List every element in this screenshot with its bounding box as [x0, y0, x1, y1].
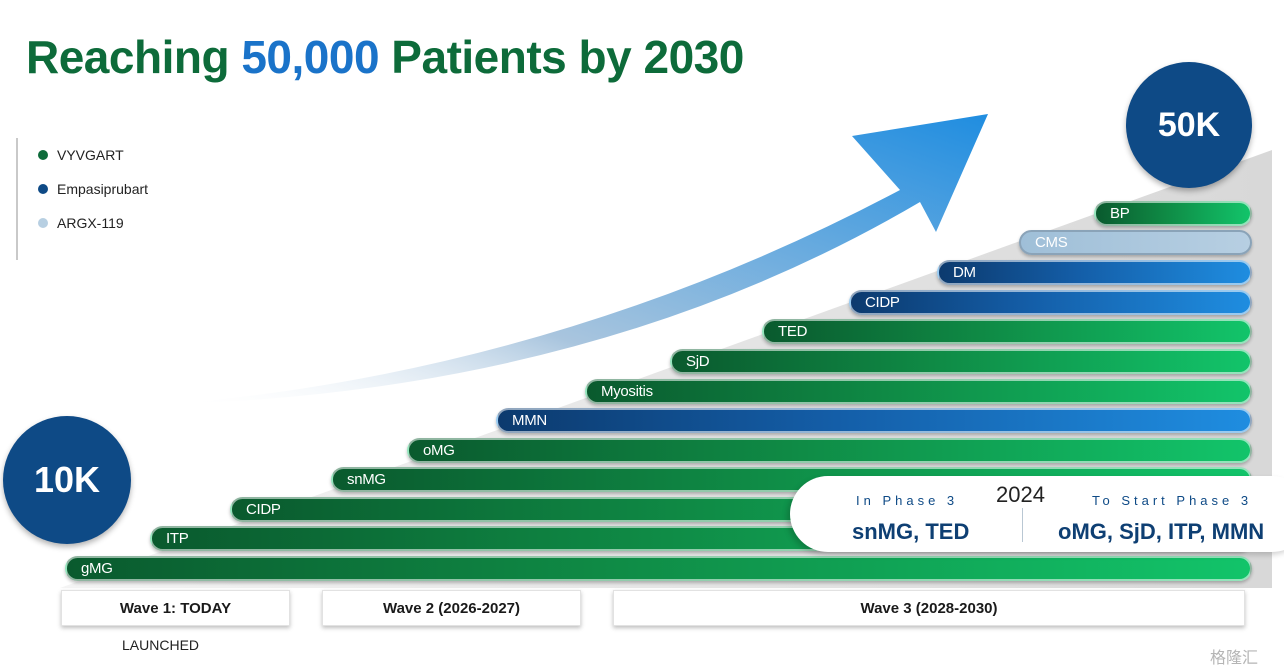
phase3-callout: 2024 In Phase 3 snMG, TED To Start Phase…	[790, 476, 1284, 552]
callout-divider	[1022, 508, 1023, 542]
bar-myositis: Myositis	[585, 379, 1252, 404]
wave-3-label: Wave 3 (2028-2030)	[860, 599, 998, 617]
callout-year: 2024	[996, 482, 1045, 507]
bar-omg: oMG	[407, 438, 1252, 463]
legend-item-vyvgart: VYVGART	[38, 138, 148, 172]
bar-gmg: gMG	[65, 556, 1252, 581]
legend-item-argx-119: ARGX-119	[38, 206, 148, 240]
wave-2-label: Wave 2 (2026-2027)	[382, 599, 521, 617]
bar-dm: DM	[937, 260, 1252, 285]
end-badge: 50K	[1126, 62, 1252, 188]
start-phase3-value: oMG, SjD, ITP, MMN	[1058, 519, 1265, 544]
wave-1-box: Wave 1: TODAY	[61, 590, 290, 626]
growth-arrow	[175, 114, 988, 404]
title-highlight: 50,000	[241, 31, 380, 83]
legend-dot-icon	[38, 150, 48, 160]
wave-1-sublabel: LAUNCHED	[122, 637, 200, 653]
legend-label: ARGX-119	[57, 215, 124, 231]
legend: VYVGART Empasiprubart ARGX-119	[16, 138, 148, 260]
bar-bp: BP	[1094, 201, 1252, 226]
watermark: 格隆汇	[1210, 650, 1259, 667]
wave-1-label: Wave 1: TODAY	[119, 599, 232, 617]
start-phase3-heading: To Start Phase 3	[1092, 493, 1253, 508]
legend-dot-icon	[38, 218, 48, 228]
legend-label: Empasiprubart	[57, 181, 149, 197]
bar-mmn: MMN	[496, 408, 1252, 433]
bar-cidp-empasiprubart: CIDP	[849, 290, 1252, 315]
legend-dot-icon	[38, 184, 48, 194]
start-badge: 10K	[3, 416, 131, 544]
legend-label: VYVGART	[57, 147, 124, 163]
phase3-value: snMG, TED	[852, 519, 970, 544]
legend-item-empasiprubart: Empasiprubart	[38, 172, 148, 206]
bar-cms: CMS	[1019, 230, 1252, 255]
wave-2-box: Wave 2 (2026-2027)	[322, 590, 581, 626]
phase3-heading: In Phase 3	[856, 493, 959, 508]
page-title: Reaching 50,000 Patients by 2030	[26, 31, 744, 83]
bar-ted: TED	[762, 319, 1252, 344]
wave-3-box: Wave 3 (2028-2030)	[613, 590, 1245, 626]
bar-sjd: SjD	[670, 349, 1252, 374]
